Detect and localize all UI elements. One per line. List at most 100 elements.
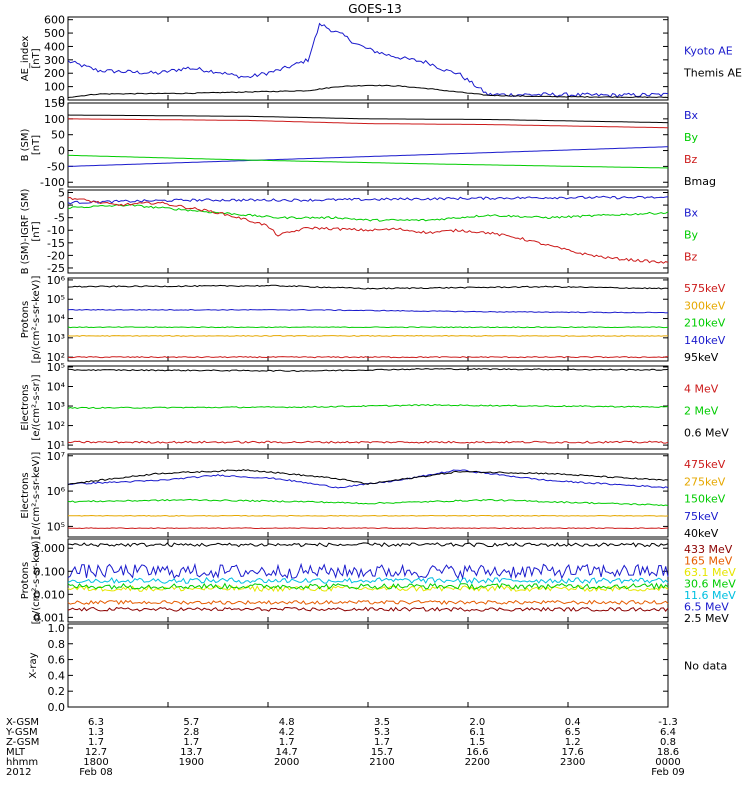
series-line-475keV	[67, 527, 669, 530]
series-line-Bz	[67, 196, 669, 264]
y-axis-label: [e/(cm²-s-sr-keV)]	[31, 452, 42, 540]
ephem-row-label: MLT	[6, 747, 26, 758]
panel-xray: 0.0 0.2 0.4 0.6 0.8 1.0 X-ray No data	[28, 622, 727, 714]
y-axis-label: [nT]	[31, 135, 42, 155]
ephem-value: 12.7	[85, 747, 107, 758]
ephem-value: 2200	[465, 757, 490, 768]
series-line-150keV	[67, 498, 669, 507]
y-tick-label: -25	[47, 262, 65, 275]
legend-item: 40keV	[684, 527, 719, 540]
ephem-value: 4.8	[279, 717, 295, 728]
y-tick-label: 300	[44, 54, 65, 67]
ephem-row-label: 2012	[6, 767, 31, 778]
y-tick-label: 0.8	[48, 638, 66, 651]
y-tick-label: 400	[44, 40, 65, 53]
y-tick-label: 0	[58, 199, 65, 212]
y-axis-label: [nT]	[31, 221, 42, 241]
ephem-value: 6.5	[565, 727, 581, 738]
y-tick-label: 1.000	[34, 542, 66, 555]
ephem-value: 1.7	[183, 737, 199, 748]
series-line-2.5-MeV	[67, 542, 669, 548]
ephem-value: 0.8	[660, 737, 676, 748]
series-line-Bx	[67, 195, 669, 205]
y-tick-label: 100	[44, 113, 65, 126]
ephem-value: 0.4	[565, 717, 581, 728]
y-axis-label: [p/(cm²-s-sr-keV)]	[31, 537, 42, 625]
series-line-Bx	[67, 146, 669, 167]
y-tick-label: -20	[47, 249, 65, 262]
panel-frame	[67, 453, 669, 538]
y-tick-label: 0.100	[34, 565, 66, 578]
series-line-2-MeV	[67, 403, 669, 410]
series-line-275keV	[67, 514, 669, 517]
y-tick-label: -5	[54, 212, 65, 225]
ephem-value: 2100	[369, 757, 394, 768]
y-tick-label: 10¹	[47, 439, 65, 452]
ephem-value: 1.7	[374, 737, 390, 748]
ephem-value: Feb 08	[79, 767, 113, 778]
series-line-Themis-AE	[67, 84, 669, 99]
legend-item: 6.5 MeV	[684, 601, 729, 614]
series-line-Kyoto-AE	[67, 22, 669, 98]
ephem-value: 2.0	[469, 717, 485, 728]
ephem-value: 1800	[83, 757, 108, 768]
legend-item: 63.1 MeV	[684, 566, 736, 579]
series-line-By	[67, 154, 669, 169]
ephem-value: 13.7	[180, 747, 202, 758]
series-line-Bmag	[67, 114, 669, 124]
no-data-note: No data	[684, 660, 727, 673]
y-tick-label: 10³	[47, 332, 65, 345]
legend-item: 433 MeV	[684, 543, 733, 556]
y-axis-label: AE_index	[20, 36, 31, 82]
y-tick-label: 10⁴	[47, 313, 66, 326]
y-tick-label: 0.2	[48, 685, 66, 698]
legend-item: 2 MeV	[684, 405, 719, 418]
y-axis-label: B (SM)-IGRF (SM)	[20, 189, 31, 275]
panel-frame	[67, 16, 669, 101]
series-line-300keV	[67, 334, 668, 337]
ephem-value: 1900	[179, 757, 204, 768]
ephem-value: Feb 09	[651, 767, 685, 778]
legend-item: 95keV	[684, 351, 719, 364]
legend-item: Kyoto AE	[684, 45, 733, 58]
y-tick-label: 0.0	[48, 701, 66, 714]
ephem-value: 6.3	[88, 717, 104, 728]
ephem-row-label: hhmm	[6, 757, 38, 768]
y-axis-label: Electrons	[20, 472, 31, 518]
y-axis-label: [p/(cm²-s-sr-keV)]	[31, 276, 42, 364]
legend-item: By	[684, 229, 699, 242]
legend-item: Themis AE	[683, 67, 742, 80]
series-line-30.6-MeV	[67, 582, 669, 590]
series-line-0.6-MeV	[67, 368, 669, 372]
y-tick-label: 0.010	[34, 588, 66, 601]
legend-item: By	[684, 131, 699, 144]
y-tick-label: 0	[58, 94, 65, 107]
series-line-4-MeV	[67, 440, 669, 444]
legend-item: 210keV	[684, 317, 726, 330]
legend-item: Bx	[684, 109, 699, 122]
y-tick-label: 50	[51, 129, 65, 142]
series-line-95keV	[67, 284, 669, 290]
legend-item: 4 MeV	[684, 383, 719, 396]
legend-item: 140keV	[684, 334, 726, 347]
y-axis-label: [nT]	[31, 48, 42, 68]
y-tick-label: 10⁷	[47, 450, 65, 463]
ephem-value: 18.6	[657, 747, 679, 758]
y-axis-label: Protons	[20, 562, 31, 599]
legend-item: 275keV	[684, 475, 726, 488]
legend-item: Bz	[684, 251, 698, 264]
y-tick-label: 600	[44, 14, 65, 27]
y-tick-label: 150	[44, 97, 65, 110]
y-tick-label: 0.4	[48, 669, 66, 682]
ephem-value: 14.7	[276, 747, 298, 758]
y-tick-label: 10²	[47, 351, 65, 364]
y-axis-label: X-ray	[28, 652, 39, 678]
panel-protons_low: 10² 10³ 10⁴ 10⁵ 10⁶ Protons [p/(cm²-s-sr-keV)]…	[20, 274, 726, 364]
ephem-value: -1.3	[658, 717, 678, 728]
y-tick-label: 0	[58, 145, 65, 158]
y-axis-label: [e/(cm²-s-sr)]	[31, 374, 42, 440]
legend-item: Bx	[684, 207, 699, 220]
y-tick-label: 10⁵	[47, 293, 65, 306]
series-line-210keV	[67, 326, 669, 329]
ephem-value: 3.5	[374, 717, 390, 728]
